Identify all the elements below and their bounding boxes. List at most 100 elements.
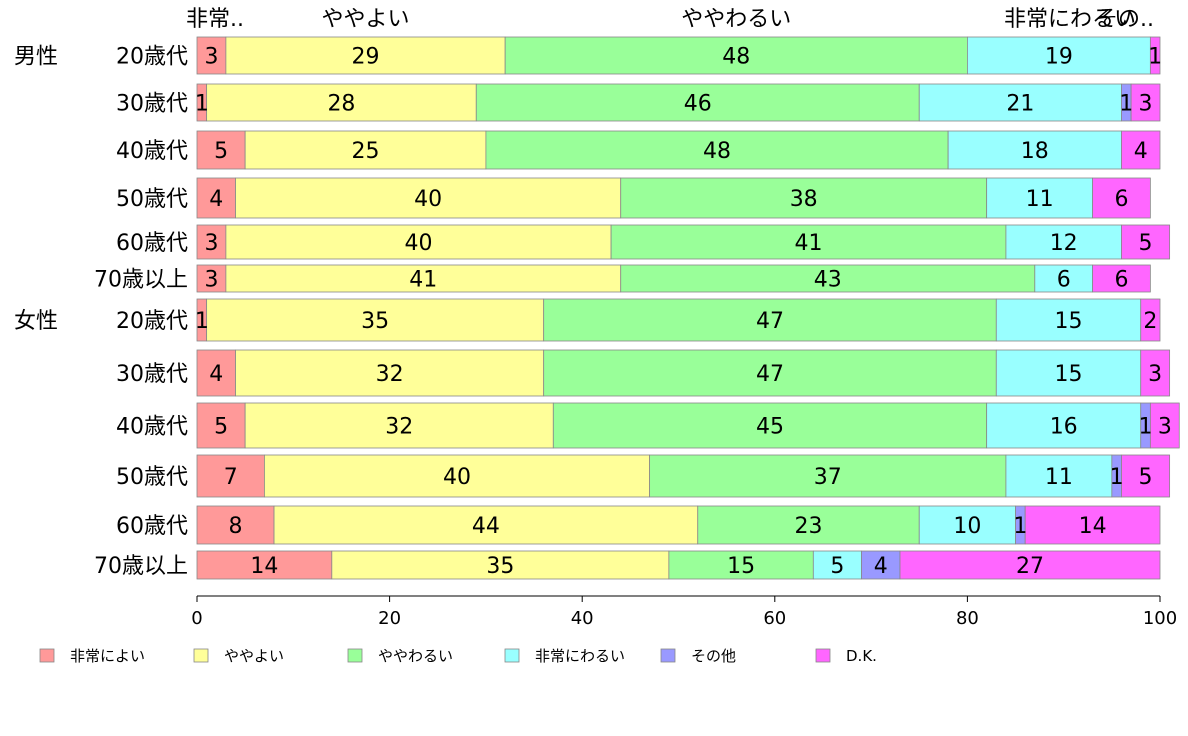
bar-value-label: 14 — [1079, 514, 1107, 539]
group-label: 男性 — [14, 45, 58, 70]
bar-segment — [1149, 402, 1180, 449]
bar-value-label: 5 — [214, 415, 228, 440]
bar-value-label: 1 — [1110, 465, 1124, 490]
legend-swatch — [347, 648, 363, 663]
bar-segment — [918, 83, 1122, 122]
bar-value-label: 1 — [195, 92, 209, 117]
bar-segment — [225, 224, 612, 260]
bar-segment — [225, 36, 506, 75]
top-series-label: 非常にわるい — [1004, 7, 1136, 32]
bar-value-label: 41 — [409, 268, 437, 293]
bar-segment — [1140, 298, 1161, 342]
legend-label: 非常によい — [70, 647, 145, 665]
bar-segment — [649, 454, 1007, 498]
bar-value-label: 3 — [204, 231, 218, 256]
bar-segment — [196, 264, 227, 293]
bar-segment — [244, 130, 487, 170]
bar-segment — [235, 177, 622, 219]
bar-value-label: 38 — [790, 187, 818, 212]
bar-segment — [264, 454, 651, 498]
bar-value-label: 48 — [722, 45, 750, 70]
category-label: 60歳代 — [116, 231, 188, 256]
bar-value-label: 5 — [1139, 465, 1153, 490]
legend-label: D.K. — [846, 647, 877, 665]
bar-segment — [1121, 224, 1171, 260]
bar-value-label: 4 — [874, 554, 888, 579]
bar-value-label: 47 — [756, 362, 784, 387]
bar-segment — [620, 177, 988, 219]
bar-value-label: 35 — [361, 309, 389, 334]
bar-value-label: 29 — [352, 45, 380, 70]
bar-value-label: 4 — [209, 187, 223, 212]
bar-segment — [1140, 349, 1171, 397]
bar-segment — [225, 264, 622, 293]
category-label: 30歳代 — [116, 92, 188, 117]
bar-segment — [610, 224, 1007, 260]
category-label: 70歳以上 — [94, 268, 188, 293]
bar-segment — [196, 550, 333, 580]
bar-value-label: 25 — [352, 139, 380, 164]
x-tick-label: 100 — [1143, 608, 1177, 629]
bar-labels-layer: 3 29 48 19 11 28 46 21 1 35 25 48 18 44 40 38 11 63 40 41 12… — [195, 45, 1172, 580]
bar-segment — [206, 83, 477, 122]
bar-value-label: 6 — [1114, 268, 1128, 293]
bar-value-label: 46 — [684, 92, 712, 117]
bar-segment — [995, 298, 1142, 342]
bar-value-label: 4 — [1134, 139, 1148, 164]
bar-value-label: 41 — [795, 231, 823, 256]
top-series-label: ややわるい — [681, 7, 791, 32]
legend-swatch — [193, 648, 209, 663]
bar-value-label: 8 — [229, 514, 243, 539]
bar-value-label: 45 — [756, 415, 784, 440]
bar-value-label: 1 — [1139, 415, 1153, 440]
bar-segment — [196, 454, 265, 498]
bar-value-label: 1 — [1148, 45, 1162, 70]
bar-value-label: 3 — [204, 45, 218, 70]
bar-value-label: 19 — [1045, 45, 1073, 70]
group-label: 女性 — [14, 309, 58, 334]
bar-segment — [235, 349, 545, 397]
legend-label: ややわるい — [378, 647, 453, 665]
bar-value-label: 15 — [1055, 309, 1083, 334]
legend-label: ややよい — [224, 647, 284, 665]
bar-value-label: 15 — [1055, 362, 1083, 387]
category-label: 20歳代 — [116, 309, 188, 334]
bar-segment — [196, 224, 227, 260]
bar-segment — [918, 505, 1016, 545]
bar-value-label: 40 — [443, 465, 471, 490]
bar-value-label: 23 — [795, 514, 823, 539]
bar-segment — [986, 177, 1093, 219]
category-label: 60歳代 — [116, 514, 188, 539]
category-label: 40歳代 — [116, 415, 188, 440]
bar-segment — [899, 550, 1161, 580]
x-tick-label: 20 — [378, 608, 401, 629]
bar-segment — [812, 550, 862, 580]
bar-segment — [196, 349, 236, 397]
x-tick-label: 0 — [191, 608, 202, 629]
bar-segment — [331, 550, 670, 580]
category-label: 40歳代 — [116, 139, 188, 164]
bar-segment — [620, 264, 1036, 293]
bar-segment — [1005, 454, 1113, 498]
bar-value-label: 32 — [376, 362, 404, 387]
category-label: 50歳代 — [116, 465, 188, 490]
bar-value-label: 3 — [1158, 415, 1172, 440]
bar-value-label: 11 — [1026, 187, 1054, 212]
legend-swatch — [504, 648, 520, 663]
bar-segment — [995, 349, 1142, 397]
legend-swatch — [815, 648, 831, 663]
bar-value-label: 10 — [953, 514, 981, 539]
bar-segment — [485, 130, 949, 170]
bar-value-label: 44 — [472, 514, 500, 539]
bar-value-label: 7 — [224, 465, 238, 490]
bar-segment — [861, 550, 901, 580]
legend-label: 非常にわるい — [535, 647, 625, 665]
bars-layer — [196, 36, 1180, 580]
bar-value-label: 4 — [209, 362, 223, 387]
x-tick-label: 40 — [571, 608, 594, 629]
top-series-label: ややよい — [322, 7, 410, 32]
bar-value-label: 11 — [1045, 465, 1073, 490]
bar-value-label: 5 — [1139, 231, 1153, 256]
bar-value-label: 18 — [1021, 139, 1049, 164]
top-series-label: その.. — [1096, 7, 1154, 32]
